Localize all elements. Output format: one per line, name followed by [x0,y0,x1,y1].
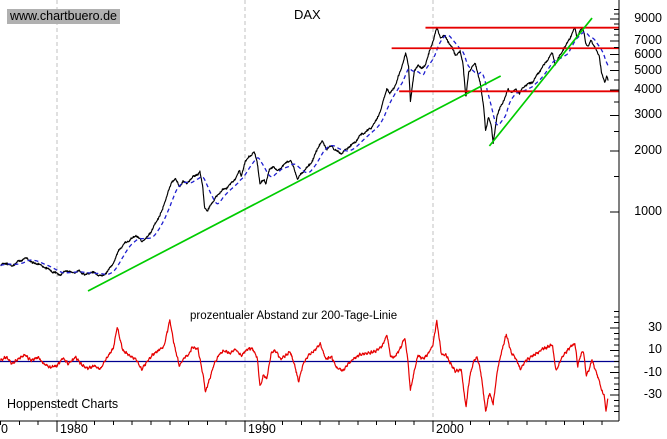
price-axis-label: 3000 [634,107,662,122]
oscillator-series-line [0,319,609,412]
price-axis-label: 7000 [634,33,662,48]
chart-title: DAX [294,7,321,22]
year-label: 0 [1,422,8,436]
oscillator-panel-label: prozentualer Abstand zur 200-Tage-Linie [190,310,398,322]
watermark-chartbuero: www.chartbuero.de [7,9,121,24]
oscillator-axis-label: -10 [643,364,662,379]
year-label: 2000 [436,422,464,436]
moving-average-line [0,31,609,275]
year-label: 1990 [248,422,276,436]
brand-hoppenstedt: Hoppenstedt Charts [7,397,119,411]
year-label: 1980 [60,422,88,436]
price-series-line [0,26,609,277]
oscillator-axis-label: 30 [648,320,662,335]
trend-line [87,75,502,292]
oscillator-axis-label: -30 [643,386,662,401]
price-axis-label: 9000 [634,10,662,25]
price-axis-label: 1000 [634,204,662,218]
price-axis-label: 5000 [634,62,662,77]
trend-line [488,17,593,147]
price-axis-label: 4000 [634,82,662,97]
price-axis-label: 6000 [634,46,662,61]
price-axis-label: 2000 [634,143,662,158]
oscillator-axis-label: 10 [648,342,662,357]
